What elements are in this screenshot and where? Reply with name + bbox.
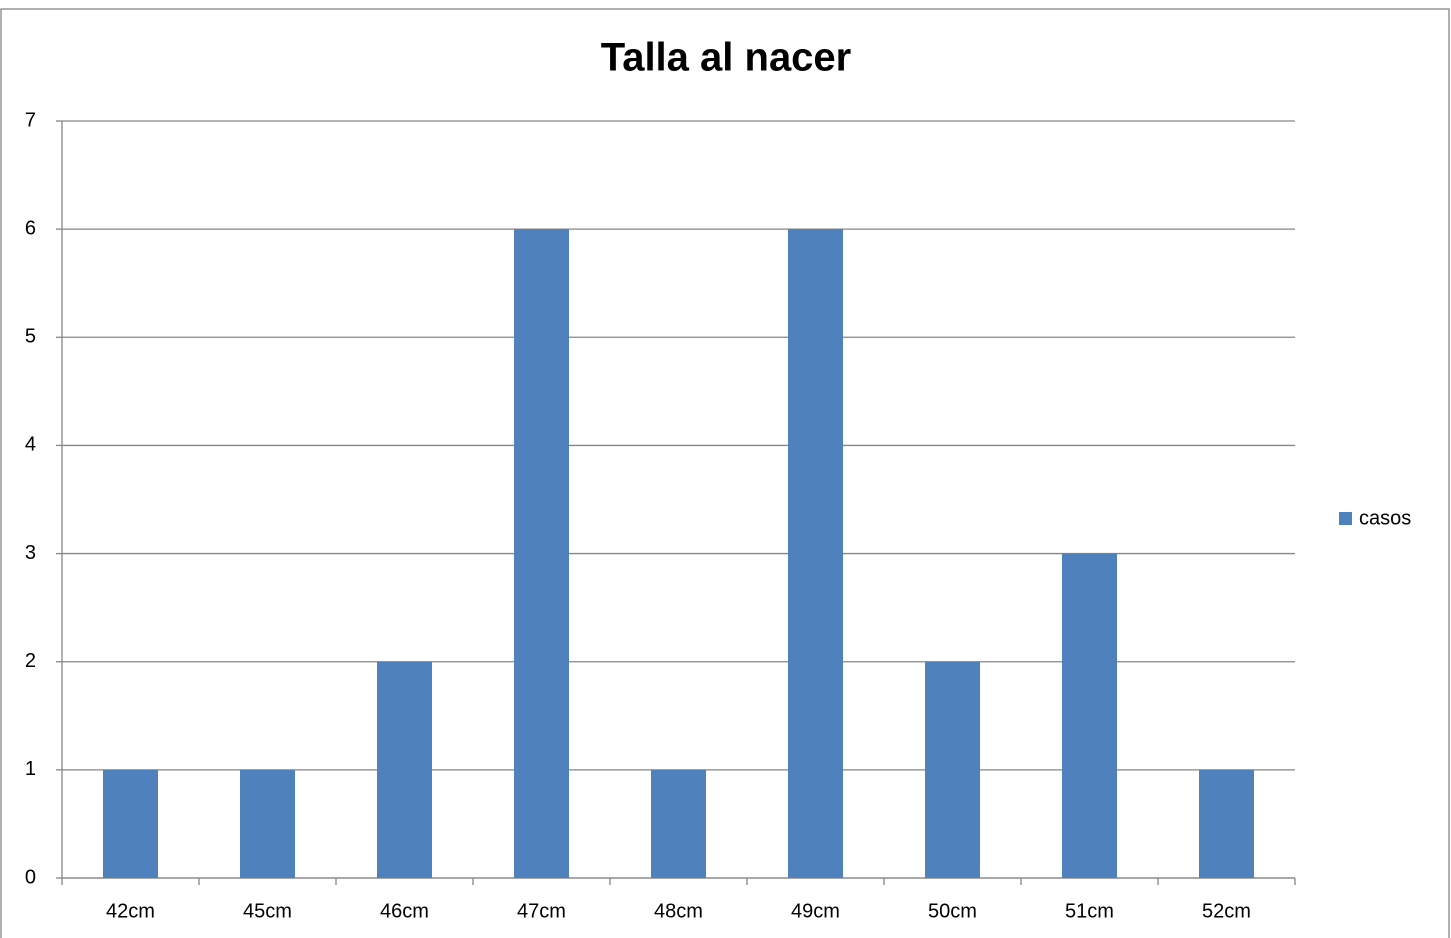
x-tick-label: 47cm bbox=[517, 900, 566, 922]
x-tick-label: 51cm bbox=[1065, 900, 1114, 922]
bar bbox=[240, 769, 295, 878]
bar bbox=[103, 769, 158, 878]
bar bbox=[651, 769, 706, 878]
x-tick-label: 52cm bbox=[1202, 900, 1251, 922]
y-tick-label: 2 bbox=[25, 650, 36, 672]
y-tick-label: 4 bbox=[25, 434, 36, 456]
bar bbox=[925, 661, 980, 878]
y-tick-label: 1 bbox=[25, 758, 36, 780]
y-tick-label: 6 bbox=[25, 217, 36, 239]
legend-swatch bbox=[1339, 512, 1352, 525]
x-tick-label: 45cm bbox=[243, 900, 292, 922]
x-tick-label: 46cm bbox=[380, 900, 429, 922]
x-tick-label: 42cm bbox=[106, 900, 155, 922]
chart-title: Talla al nacer bbox=[601, 36, 852, 80]
legend-label: casos bbox=[1359, 507, 1411, 529]
y-tick-label: 3 bbox=[25, 542, 36, 564]
y-tick-label: 7 bbox=[25, 109, 36, 131]
y-tick-label: 5 bbox=[25, 326, 36, 348]
bar bbox=[377, 661, 432, 878]
y-tick-label: 0 bbox=[25, 866, 36, 888]
bar bbox=[1062, 553, 1117, 878]
bar bbox=[788, 229, 843, 879]
x-tick-label: 49cm bbox=[791, 900, 840, 922]
bar bbox=[514, 229, 569, 879]
x-tick-label: 50cm bbox=[928, 900, 977, 922]
x-tick-label: 48cm bbox=[654, 900, 703, 922]
bar bbox=[1199, 769, 1254, 878]
